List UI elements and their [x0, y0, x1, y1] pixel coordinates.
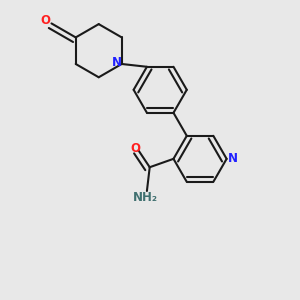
Text: NH₂: NH₂	[133, 191, 158, 204]
Text: O: O	[41, 14, 51, 27]
Text: O: O	[130, 142, 140, 154]
Text: N: N	[228, 152, 238, 165]
Text: N: N	[111, 56, 122, 69]
